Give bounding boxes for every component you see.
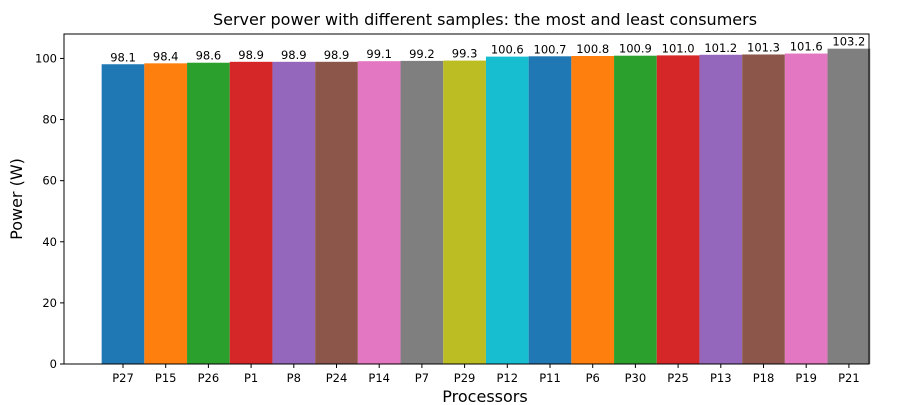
bar-P29 [443,60,486,364]
bar-P1 [229,61,273,365]
value-label-P26: 98.6 [196,49,222,63]
x-tick-label-P21: P21 [838,371,860,385]
x-tick-label-P11: P11 [539,371,561,385]
x-tick-label-P30: P30 [625,371,647,385]
value-label-P14: 99.1 [366,47,392,61]
bar-P13 [699,54,743,364]
value-label-P19: 101.6 [790,40,823,54]
y-tick-label-40: 40 [42,235,57,249]
x-tick-label-P7: P7 [415,371,429,385]
y-tick-label-60: 60 [42,174,57,188]
x-tick-label-P18: P18 [753,371,775,385]
value-label-P25: 101.0 [662,41,695,55]
bar-P25 [656,55,700,364]
bar-P7 [400,60,444,364]
x-tick-label-P14: P14 [368,371,390,385]
bar-P14 [357,61,401,364]
x-tick-label-P19: P19 [795,371,817,385]
y-tick-label-0: 0 [50,357,57,371]
value-label-P12: 100.6 [491,43,524,57]
x-tick-label-P6: P6 [586,371,600,385]
bars-group: 98.1 98.4 98.6 98.9 98.9 98.9 99.1 99.2 99.3 100.… [101,35,871,365]
value-label-P29: 99.3 [452,47,478,61]
plot-frame [63,33,870,365]
value-label-P8: 98.9 [281,48,307,62]
bar-P6 [571,56,615,364]
bar-P30 [614,55,657,364]
x-tick-label-P25: P25 [667,371,689,385]
x-tick-label-P26: P26 [198,371,220,385]
x-tick-label-P13: P13 [710,371,732,385]
bar-P8 [272,61,316,365]
x-ticks-group: P27 P15 P26 P1 P8 P24 P14 P7 P29 P12 P11 P6 P30 P25 P1… [112,364,860,385]
bar-P18 [742,54,785,364]
x-tick-label-P27: P27 [112,371,134,385]
value-label-P18: 101.3 [747,40,780,54]
x-tick-label-P15: P15 [155,371,177,385]
bar-P24 [315,61,358,365]
value-label-P7: 99.2 [409,47,435,61]
y-tick-label-100: 100 [35,51,57,65]
x-tick-label-P12: P12 [497,371,519,385]
bar-P21 [827,48,871,365]
y-axis-title: Power (W) [7,158,26,240]
chart-title: Server power with different samples: the… [213,10,757,29]
value-label-P15: 98.4 [153,49,179,63]
value-label-P21: 103.2 [832,35,865,49]
value-label-P27: 98.1 [110,50,136,64]
bar-P27 [101,64,145,364]
bar-P26 [187,62,230,364]
value-label-P30: 100.9 [619,42,652,56]
value-label-P6: 100.8 [576,42,609,56]
x-tick-label-P1: P1 [244,371,258,385]
value-label-P13: 101.2 [704,41,737,55]
y-tick-label-80: 80 [42,113,57,127]
x-axis-title: Processors [442,387,527,405]
value-label-P11: 100.7 [534,42,567,56]
bar-P15 [144,63,188,364]
y-ticks-group: 0 20 40 60 80 100 [35,51,64,371]
value-label-P1: 98.9 [238,48,264,62]
y-tick-label-20: 20 [42,296,57,310]
bar-P12 [485,56,529,365]
bar-P11 [528,56,572,365]
value-label-P24: 98.9 [324,48,350,62]
bar-P19 [784,53,828,365]
x-tick-label-P29: P29 [454,371,476,385]
x-tick-label-P24: P24 [326,371,348,385]
x-tick-label-P8: P8 [287,371,301,385]
